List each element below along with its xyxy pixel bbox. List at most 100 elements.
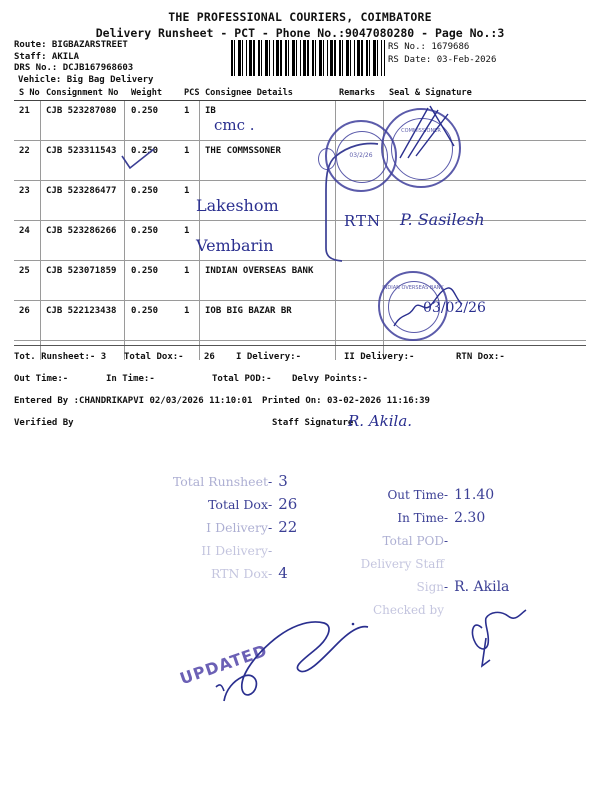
barcode-image: [231, 40, 385, 76]
cell-weight: 0.250: [131, 306, 159, 316]
stamp-right-text: COMMISSIONER: [401, 128, 441, 134]
rule-sno: [40, 101, 41, 360]
summary-left-label: RTN Dox: [210, 566, 268, 581]
total-pod-label: Total POD:-: [212, 374, 272, 384]
iob-round-stamp: INDIAN OVERSEAS BANK: [378, 271, 448, 341]
summary-left-value: 22: [278, 518, 298, 536]
summary-right-label: Checked by: [372, 603, 444, 617]
handwritten-note-row23: Lakeshom: [196, 196, 279, 215]
rtn-annotation: RTN: [344, 212, 382, 230]
cell-weight: 0.250: [131, 146, 159, 156]
rtn-signature: P. Sasilesh: [400, 210, 485, 229]
summary-right-dash: -: [444, 511, 449, 525]
cell-weight: 0.250: [131, 266, 159, 276]
rs-no-line: RS No.: 1679686: [388, 42, 470, 52]
rule-cons: [124, 101, 125, 360]
cell-weight: 0.250: [131, 186, 159, 196]
totals-divider-top: [14, 345, 586, 346]
cell-consignment: CJB 523286266: [46, 226, 117, 236]
cell-sno: 21: [19, 106, 30, 116]
summary-right-label: Total POD: [382, 534, 444, 548]
summary-left-item: Total Dox- 26: [150, 493, 297, 516]
summary-left-item: Total Runsheet- 3: [150, 470, 297, 493]
total-dox-label: Total Dox:-: [124, 352, 184, 362]
cell-pcs: 1: [184, 266, 190, 276]
handwritten-note-row21: cmc .: [214, 116, 255, 134]
summary-right-value: R. Akila: [454, 579, 510, 595]
table-header-row: S No Consignment No Weight PCS Consignee…: [14, 86, 586, 101]
small-oval-stamp: [318, 148, 336, 170]
col-header-weight: Weight: [131, 88, 163, 98]
cell-weight: 0.250: [131, 106, 159, 116]
iob-stamp-date: 03/02/26: [423, 300, 486, 316]
rule-seal: [383, 101, 384, 360]
consignment-table: S No Consignment No Weight PCS Consignee…: [14, 86, 586, 360]
stamp-left-text: 03/2/26: [349, 152, 373, 159]
cell-pcs: 1: [184, 306, 190, 316]
cell-pcs: 1: [184, 146, 190, 156]
handwritten-note-row24: Vembarin: [196, 236, 274, 255]
rule-rem: [335, 101, 336, 360]
cell-pcs: 1: [184, 106, 190, 116]
cell-consignment: CJB 522123438: [46, 306, 117, 316]
col-header-consignment: Consignment No: [46, 88, 119, 98]
summary-left-value: 26: [278, 495, 298, 513]
summary-left-dash: -: [268, 543, 273, 558]
summary-left-dash: -: [268, 520, 273, 535]
handwritten-summary-right: Out Time- 11.40 In Time- 2.30 Total POD- D…: [352, 484, 510, 622]
cell-consignee: IOB BIG BAZAR BR: [205, 306, 292, 316]
table-row: 25 CJB 523071859 0.250 1 INDIAN OVERSEAS…: [14, 261, 586, 301]
i-delivery-label: I Delivery:-: [236, 352, 302, 362]
tot-runsheet: Tot. Runsheet:- 3: [14, 352, 107, 362]
summary-right-label: Delivery Staff Sign: [360, 557, 444, 594]
table-row: 22 CJB 523311543 0.250 1 THE COMMSSONER: [14, 141, 586, 181]
document-subtitle: Delivery Runsheet - PCT - Phone No.:9047…: [95, 26, 505, 40]
rs-date-line: RS Date: 03-Feb-2026: [388, 54, 497, 65]
summary-left-item: RTN Dox- 4: [150, 562, 297, 585]
table-row: 23 CJB 523286477 0.250 1: [14, 181, 586, 221]
col-header-consignee: Consignee Details: [205, 88, 293, 98]
printed-on-text: Printed On: 03-02-2026 11:16:39: [262, 396, 430, 406]
verified-by-label: Verified By: [14, 418, 74, 428]
col-header-remarks: Remarks: [339, 88, 376, 98]
col-header-sno: S No: [19, 88, 40, 98]
cell-consignment: CJB 523311543: [46, 146, 117, 156]
vehicle-line: Vehicle: Big Bag Delivery: [18, 74, 154, 85]
summary-right-dash: -: [444, 534, 449, 548]
cell-consignment: CJB 523286477: [46, 186, 117, 196]
summary-right-item: Out Time- 11.40: [352, 484, 509, 507]
out-time-label: Out Time:-: [14, 374, 69, 384]
summary-left-dash: -: [268, 474, 273, 489]
col-header-pcs: PCS: [184, 88, 200, 98]
cell-consignment: CJB 523071859: [46, 266, 117, 276]
company-title: THE PROFESSIONAL COURIERS, COIMBATORE: [168, 10, 432, 24]
rtn-dox-label: RTN Dox:-: [456, 352, 505, 362]
summary-left-label: I Delivery: [206, 520, 268, 535]
cell-consignee: IB: [205, 106, 216, 116]
summary-right-item: Checked by: [352, 599, 509, 622]
cell-sno: 25: [19, 266, 30, 276]
route-line: Route: BIGBAZARSTREET: [14, 40, 128, 50]
summary-right-dash: -: [444, 580, 449, 594]
summary-left-label: Total Runsheet: [172, 474, 268, 489]
cell-sno: 24: [19, 226, 30, 236]
summary-left-dash: -: [268, 566, 273, 581]
table-row: 21 CJB 523287080 0.250 1 IB: [14, 101, 586, 141]
ii-delivery-label: II Delivery:-: [344, 352, 415, 362]
cell-weight: 0.250: [131, 226, 159, 236]
checkmark-icon: [121, 148, 155, 170]
staff-line: Staff: AKILA: [14, 51, 80, 62]
header-meta-right: RS No.: 1679686 RS Date: 03-Feb-2026: [388, 41, 496, 66]
summary-left-value: 3: [278, 472, 288, 490]
summary-right-item: Total POD-: [352, 530, 509, 553]
summary-right-value: 2.30: [454, 510, 486, 526]
summary-left-label: II Delivery: [201, 543, 268, 558]
table-row: 24 CJB 523286266 0.250 1: [14, 221, 586, 261]
in-time-label: In Time:-: [106, 374, 155, 384]
iob-signature: [393, 287, 463, 327]
cell-sno: 22: [19, 146, 30, 156]
table-body: 21 CJB 523287080 0.250 1 IB 22 CJB 52331…: [14, 101, 586, 360]
summary-left-item: I Delivery- 22: [150, 516, 297, 539]
stamp-scribble: [399, 105, 455, 159]
